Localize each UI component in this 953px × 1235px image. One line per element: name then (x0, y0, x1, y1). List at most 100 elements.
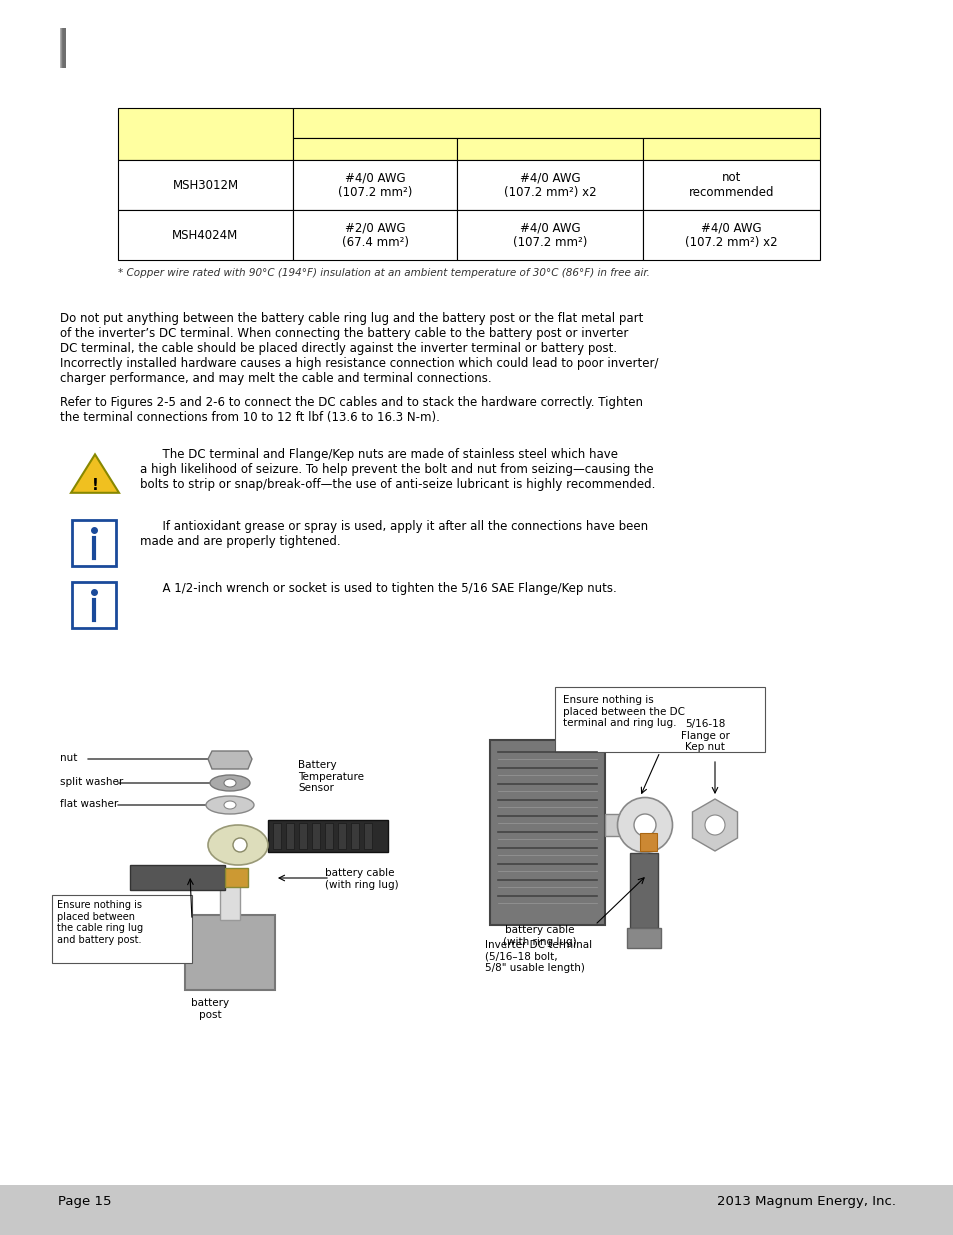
Bar (63, 28, 66, 68)
Bar (61, 28, 65, 68)
Bar (62, 28, 65, 68)
Bar (62, 28, 66, 68)
Bar (60, 28, 64, 68)
Bar (62, 28, 65, 68)
Bar (52, 895, 192, 963)
Bar (60, 28, 64, 68)
Text: 5/16-18
Flange or
Kep nut: 5/16-18 Flange or Kep nut (679, 719, 729, 752)
Bar (62, 28, 65, 68)
Bar (61, 28, 64, 68)
Bar (63, 28, 66, 68)
Bar (60, 28, 64, 68)
Bar (62, 28, 66, 68)
Bar (62, 28, 65, 68)
Bar (62, 28, 65, 68)
Bar (456, 161, 642, 210)
Bar (62, 28, 65, 68)
Bar (293, 161, 456, 210)
Bar (61, 28, 64, 68)
Ellipse shape (224, 802, 235, 809)
Bar (60, 28, 63, 68)
Bar (60, 28, 64, 68)
Bar (62, 28, 66, 68)
Bar (61, 28, 65, 68)
Bar (62, 28, 66, 68)
Bar (62, 28, 65, 68)
Text: battery cable
(with ring lug): battery cable (with ring lug) (325, 868, 398, 889)
Text: * Copper wire rated with 90°C (194°F) insulation at an ambient temperature of 30: * Copper wire rated with 90°C (194°F) in… (118, 268, 649, 278)
Bar (60, 28, 63, 68)
Bar (604, 814, 639, 836)
Bar (293, 210, 456, 261)
Bar (62, 28, 65, 68)
Bar (61, 28, 64, 68)
Bar (62, 28, 65, 68)
Bar (63, 28, 66, 68)
Polygon shape (130, 864, 225, 890)
Bar (61, 28, 64, 68)
Bar (71, 520, 116, 566)
Bar (60, 28, 64, 68)
Bar (63, 28, 66, 68)
Bar (62, 28, 66, 68)
Bar (60, 28, 64, 68)
Bar (118, 161, 293, 210)
Bar (62, 28, 66, 68)
Bar (325, 823, 333, 848)
Ellipse shape (224, 779, 235, 787)
Text: Battery
Temperature
Sensor: Battery Temperature Sensor (297, 760, 364, 793)
Bar (62, 28, 66, 68)
Bar (293, 138, 456, 161)
Ellipse shape (233, 839, 247, 852)
Text: #4/0 AWG
(107.2 mm²): #4/0 AWG (107.2 mm²) (513, 221, 587, 249)
Bar (60, 28, 64, 68)
Bar (61, 28, 64, 68)
Bar (63, 28, 66, 68)
Bar (61, 28, 65, 68)
Bar (61, 28, 64, 68)
Text: If antioxidant grease or spray is used, apply it after all the connections have : If antioxidant grease or spray is used, … (140, 520, 647, 548)
Bar (62, 28, 65, 68)
Bar (62, 28, 66, 68)
Bar (61, 28, 64, 68)
Bar (61, 28, 64, 68)
Bar (61, 28, 65, 68)
Text: Refer to Figures 2-5 and 2-6 to connect the DC cables and to stack the hardware : Refer to Figures 2-5 and 2-6 to connect … (60, 396, 642, 424)
Bar (61, 28, 64, 68)
Bar (62, 28, 66, 68)
Bar (60, 28, 64, 68)
Bar (62, 28, 66, 68)
Bar (63, 28, 66, 68)
Bar (298, 823, 307, 848)
Bar (62, 28, 65, 68)
Bar (351, 823, 358, 848)
Bar (60, 28, 64, 68)
Bar (61, 28, 65, 68)
Bar (62, 28, 65, 68)
Bar (60, 28, 64, 68)
Bar (61, 28, 65, 68)
Bar (62, 28, 65, 68)
Bar (62, 28, 66, 68)
Bar (62, 28, 65, 68)
Bar (61, 28, 65, 68)
Bar (62, 28, 65, 68)
Bar (61, 28, 64, 68)
Bar (61, 28, 64, 68)
Bar (61, 28, 64, 68)
Bar (62, 28, 65, 68)
Bar (61, 28, 64, 68)
Bar (60, 28, 63, 68)
Bar (62, 28, 66, 68)
Bar (61, 28, 64, 68)
Bar (118, 210, 293, 261)
Bar (62, 28, 65, 68)
Bar (60, 28, 64, 68)
Bar (60, 28, 64, 68)
Bar (63, 28, 66, 68)
Bar (63, 28, 66, 68)
Bar (60, 28, 64, 68)
Ellipse shape (206, 797, 253, 814)
Bar (62, 28, 66, 68)
Bar (61, 28, 64, 68)
